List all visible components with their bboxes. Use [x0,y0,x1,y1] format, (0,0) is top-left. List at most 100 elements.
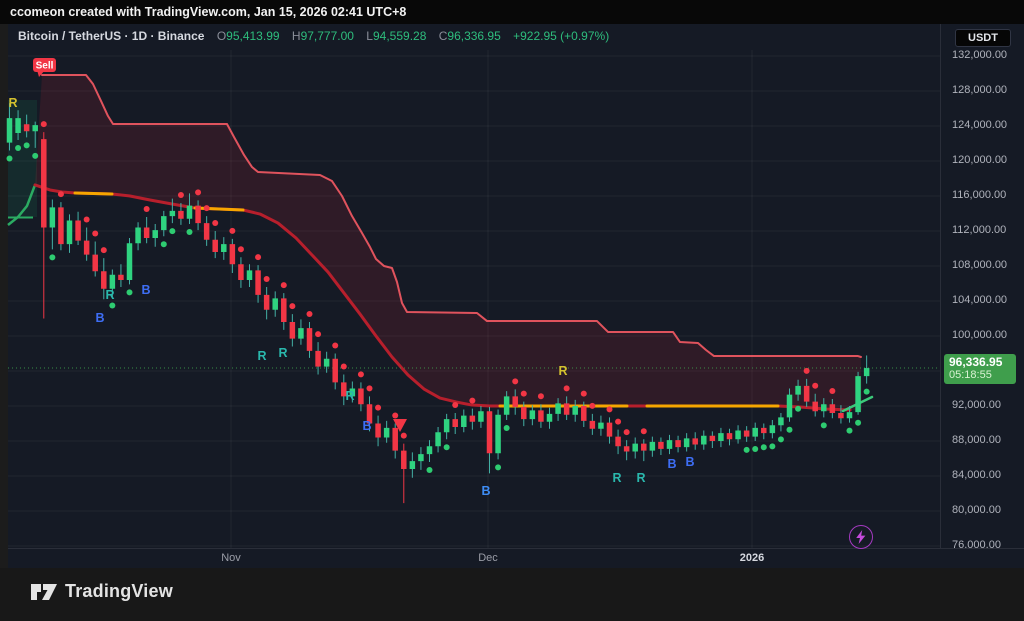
sell-dot [520,390,527,397]
signal-letter: R [612,471,621,485]
price-axis-label: 128,000.00 [952,84,1008,96]
tradingview-mark-icon [31,583,57,600]
candle-body [298,328,304,339]
candle-body [92,254,98,272]
symbol-title[interactable]: Bitcoin / TetherUS · 1D · Binance [18,29,205,43]
attribution-text: ccomeon created with TradingView.com, Ja… [10,5,407,19]
buy-dot [169,228,176,235]
candle-body [623,446,630,452]
signal-letter: R [257,349,266,363]
axis-separator-vertical [940,24,941,568]
price-axis-label: 116,000.00 [952,189,1007,201]
candle-body [178,210,184,219]
candle-body [203,223,210,240]
candle-body [41,139,47,228]
quick-action-button[interactable] [849,525,873,549]
price-axis-label: 100,000.00 [952,329,1008,341]
candle-body [169,210,176,217]
candle-body [229,244,236,265]
signal-letter: B [362,419,371,433]
sell-dot [615,418,622,425]
candle-body [152,230,158,238]
candle-body [461,415,467,427]
signal-letter: B [481,484,490,498]
candle-body [15,118,21,133]
sell-dot [332,342,339,349]
candle-body [675,440,681,448]
price-axis[interactable]: USDT 132,000.00 128,000.00 124,000.00 120,0… [941,24,1024,551]
candle-body [563,403,570,415]
buy-dot [495,464,502,471]
left-margin [0,24,8,568]
sell-dot [803,367,810,374]
signal-letter: R [105,288,114,302]
sell-dot [829,388,836,394]
sell-dot [469,397,476,404]
candle-body [606,422,613,437]
sell-dot [57,191,64,198]
buy-dot [23,142,30,149]
chart-pane-background[interactable] [8,24,1024,548]
price-axis-label: 132,000.00 [952,49,1008,61]
candle-body [735,430,741,440]
candle-body [863,368,870,377]
signal-letter: R [278,346,287,360]
sell-dot [195,189,202,196]
buy-dot [760,444,767,451]
candle-body [23,124,30,132]
sell-signal-label: Sell [33,58,56,77]
candle-body [538,410,544,422]
sell-dot [366,385,373,392]
candle-body [212,239,218,252]
candle-body [263,294,270,310]
sell-dot [623,429,630,436]
candle-body [615,436,621,447]
candle-body [838,413,844,419]
sell-dot [315,331,322,338]
signal-letter: R [345,389,354,403]
signal-letter: R [558,364,567,378]
sell-dot [392,412,399,419]
candle-body [718,433,724,441]
candle-body [332,358,338,383]
last-price-value: 96,336.95 [949,355,1003,370]
symbol-header[interactable]: Bitcoin / TetherUS · 1D · Binance O95,41… [18,29,609,45]
candle-body [726,433,733,440]
sell-dot [452,402,459,408]
buy-dot [49,254,56,261]
price-axis-label: 124,000.00 [952,119,1008,131]
candle-body [238,264,244,280]
sell-dot [263,276,270,282]
buy-dot [443,444,450,451]
candle-body [632,443,638,452]
candle-body [418,454,424,462]
candle-body [495,414,501,454]
price-axis-label: 84,000.00 [952,469,1001,481]
candle-body [323,358,330,367]
sell-dot [340,363,347,370]
candle-body [786,394,793,418]
currency-toggle-button[interactable]: USDT [955,29,1011,47]
bottom-bar: TradingView [0,568,1024,621]
candle-body [126,243,133,280]
open-value: 95,413.99 [226,29,280,43]
axis-separator-horizontal [8,548,1024,549]
sell-dot [537,393,544,400]
candle-body [143,227,150,238]
close-label: C [438,29,448,43]
time-axis[interactable]: Nov Dec 2026 [8,549,1024,568]
candle-body [503,396,510,415]
tradingview-logo[interactable]: TradingView [31,581,173,602]
price-axis-label: 92,000.00 [952,399,1001,411]
candle-body [186,205,193,219]
candle-body [435,432,441,447]
buy-dot [6,155,13,162]
sell-dot [40,121,47,128]
sell-dot [280,282,287,289]
candle-body [683,438,690,448]
sell-triangle-marker [393,419,407,432]
candle-body [821,404,827,412]
sell-dot [92,230,99,237]
candle-body [281,298,287,322]
